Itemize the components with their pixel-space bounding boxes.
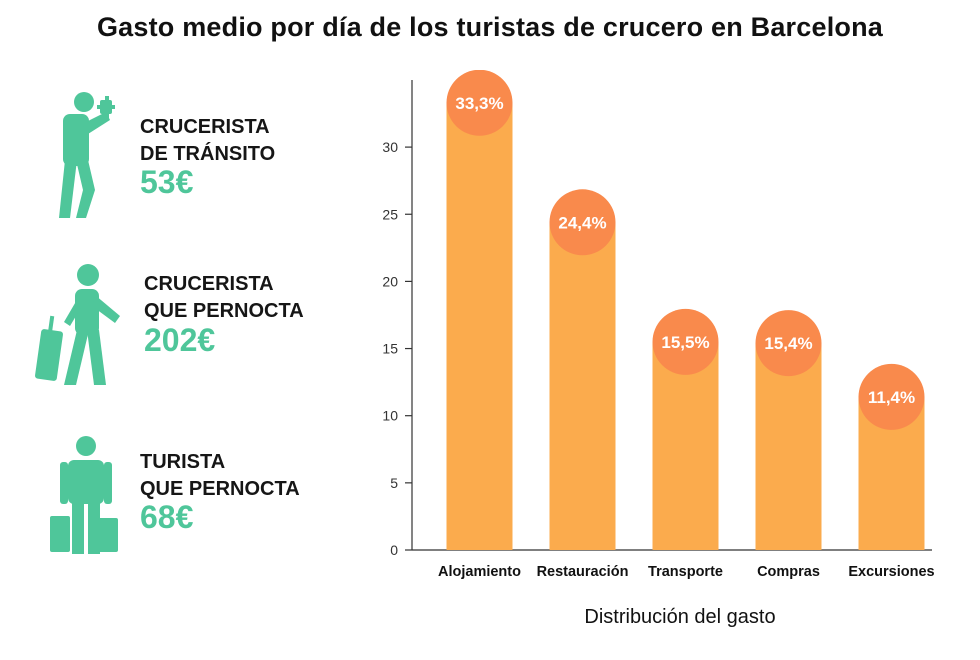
chart-title: Gasto medio por día de los turistas de c… xyxy=(96,12,884,42)
bar-value-badge xyxy=(858,363,925,430)
persona-overnight-cruise-line2: QUE PERNOCTA xyxy=(144,300,304,322)
category-label: Restauración xyxy=(537,564,629,580)
bar xyxy=(652,341,719,550)
y-tick-label: 20 xyxy=(382,273,398,289)
persona-transit-line1: CRUCERISTA xyxy=(140,116,270,138)
traveler-with-suitcase-icon xyxy=(35,264,120,385)
persona-overnight-tourist-line2: QUE PERNOCTA xyxy=(140,478,300,500)
bar-value-label: 33,3% xyxy=(455,94,503,113)
photographer-tourist-icon xyxy=(59,92,115,218)
y-tick-label: 5 xyxy=(390,475,398,491)
chart-bars: 33,3% 24,4% 15,5% 15,4% 11,4% xyxy=(446,70,925,551)
bar-value-label: 15,4% xyxy=(764,334,812,353)
bar-value-label: 15,5% xyxy=(661,333,709,352)
category-label: Transporte xyxy=(648,564,723,580)
chart-category-labels: Alojamiento Restauración Transporte Compras… xyxy=(438,564,935,580)
y-tick-label: 15 xyxy=(382,341,398,357)
category-label: Excursiones xyxy=(848,564,934,580)
y-tick-label: 25 xyxy=(382,206,398,222)
bar xyxy=(755,343,822,550)
bar xyxy=(549,222,616,551)
persona-overnight-cruise-amount: 202€ xyxy=(144,322,216,358)
persona-transit-line2: DE TRÁNSITO xyxy=(140,143,276,165)
x-axis-title: Distribución del gasto xyxy=(584,606,776,628)
bar-chart: 0 5 10 15 20 25 30 33,3% 24,4% 15,5% 15,4% 11,4% A… xyxy=(382,70,935,580)
category-label: Alojamiento xyxy=(438,564,521,580)
y-tick-label: 0 xyxy=(390,542,398,558)
persona-transit-amount: 53€ xyxy=(140,164,194,200)
bar-value-label: 24,4% xyxy=(558,213,606,232)
y-tick-label: 10 xyxy=(382,408,398,424)
tourist-with-bags-icon xyxy=(50,436,118,554)
bar-value-badge xyxy=(652,308,719,375)
persona-overnight-tourist-amount: 68€ xyxy=(140,499,194,535)
category-label: Compras xyxy=(757,564,820,580)
bar xyxy=(446,102,513,550)
y-tick-label: 30 xyxy=(382,139,398,155)
persona-overnight-tourist-line1: TURISTA xyxy=(140,451,226,473)
bar-value-label: 11,4% xyxy=(868,388,915,407)
bar-value-badge xyxy=(549,189,616,256)
persona-overnight-cruise-line1: CRUCERISTA xyxy=(144,273,274,295)
bar-value-badge xyxy=(755,310,822,377)
bar-value-badge xyxy=(446,70,513,136)
